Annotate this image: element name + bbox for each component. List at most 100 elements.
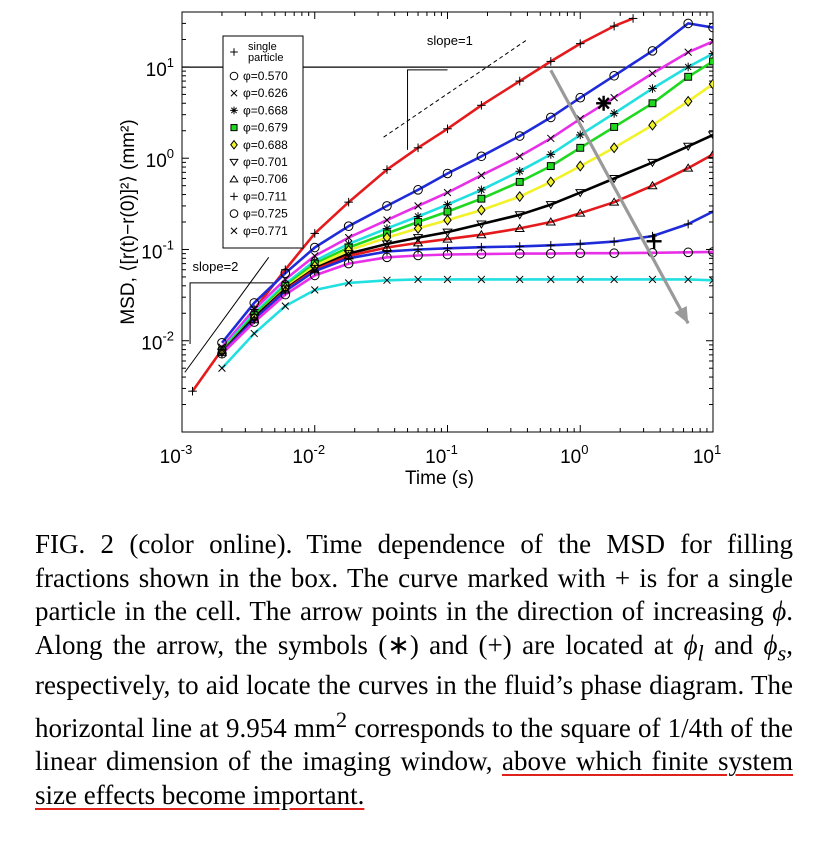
data-point-p — [609, 142, 619, 154]
data-point — [609, 21, 619, 31]
x-axis-label: Time (s) — [405, 468, 474, 489]
data-point — [576, 275, 585, 284]
data-point-d2 — [648, 69, 657, 78]
data-point — [476, 220, 487, 229]
data-point-d1 — [709, 276, 713, 281]
data-point-d2 — [515, 152, 524, 161]
legend-box — [222, 35, 304, 249]
y-tick-label: 101 — [146, 55, 174, 81]
data-point-c — [249, 317, 260, 327]
data-point-p — [545, 217, 557, 226]
x-tick-label-exp: -3 — [181, 442, 193, 457]
data-point-p — [575, 160, 585, 172]
legend-label: particle — [248, 52, 283, 64]
data-point-c — [575, 248, 586, 259]
data-point — [250, 329, 259, 338]
data-point-c — [413, 185, 423, 195]
data-point — [708, 49, 713, 58]
phase-marker-0 — [596, 95, 612, 111]
x-tick-label-text: 100 — [560, 442, 588, 468]
data-point — [280, 268, 291, 278]
caption-text-4: , respectively, to aid locate the curves… — [35, 629, 794, 743]
data-point — [575, 92, 586, 103]
data-point — [575, 39, 585, 48]
data-point — [443, 188, 452, 197]
data-point — [442, 168, 453, 179]
phi-arrow-shaft — [549, 69, 690, 325]
data-point-r — [546, 162, 555, 171]
data-point-p — [575, 189, 586, 198]
data-point — [514, 131, 525, 141]
data-point-d2 — [443, 275, 452, 284]
series-line-4 — [221, 60, 713, 352]
data-point — [442, 234, 453, 243]
data-point-c — [514, 131, 525, 141]
y-tick-label: 10-2 — [141, 329, 174, 355]
data-point — [515, 177, 524, 186]
data-point — [648, 231, 657, 241]
data-point — [413, 143, 423, 153]
data-point — [249, 298, 260, 308]
data-point — [684, 275, 692, 284]
data-point — [648, 84, 657, 93]
y-tick-label: 10-1 — [141, 237, 174, 263]
y-tick-label-base: 10 — [141, 242, 162, 263]
x-tick-label-text: 10-3 — [160, 442, 193, 468]
data-point-c — [343, 221, 354, 231]
caption-phi: ϕ — [772, 596, 787, 626]
legend-marker-p — [229, 174, 239, 183]
legend-marker — [229, 158, 239, 167]
data-point — [708, 22, 713, 33]
data-point — [413, 245, 423, 254]
data-point — [218, 364, 226, 373]
data-point — [546, 241, 556, 250]
x-tick-label-exp: -1 — [446, 442, 458, 457]
data-point — [383, 216, 391, 224]
data-point — [343, 258, 354, 269]
data-point-c — [343, 258, 354, 269]
data-point-p — [545, 201, 557, 210]
data-point — [609, 248, 619, 259]
data-point — [648, 119, 657, 131]
data-point-d2 — [414, 202, 422, 210]
data-point — [343, 250, 354, 259]
data-point-d2 — [610, 93, 618, 102]
data-point — [709, 37, 713, 46]
data-point-d1 — [709, 50, 713, 55]
data-point — [515, 191, 525, 203]
data-point-d2 — [250, 329, 259, 338]
data-point — [709, 57, 713, 66]
data-point — [443, 207, 452, 216]
data-point-d2 — [218, 364, 226, 373]
data-point — [476, 249, 487, 259]
data-point — [514, 248, 525, 259]
data-point-p — [608, 174, 620, 184]
data-point — [477, 194, 486, 203]
figure-caption: FIG. 2 (color online). Time dependence of… — [35, 528, 793, 812]
data-point-c — [476, 151, 487, 162]
data-point — [414, 275, 422, 284]
data-point-d2 — [414, 275, 422, 284]
data-point-d2 — [344, 279, 353, 287]
legend-marker — [230, 192, 238, 201]
data-point — [708, 207, 713, 216]
data-point-c — [476, 249, 487, 259]
phase-marker-d2 — [597, 97, 610, 110]
data-point-p — [442, 234, 453, 243]
data-point — [545, 201, 557, 210]
legend-marker — [229, 209, 239, 218]
series-markers-1 — [217, 18, 713, 348]
data-point — [477, 100, 486, 110]
data-point — [628, 14, 638, 23]
data-point — [310, 229, 320, 238]
data-point — [575, 130, 585, 140]
data-point-d2 — [610, 275, 618, 284]
legend-marker — [230, 227, 238, 235]
data-point — [547, 275, 555, 284]
data-point — [309, 270, 320, 281]
data-point — [281, 302, 290, 310]
data-point-p — [707, 131, 713, 140]
y-tick-label: 100 — [146, 146, 174, 172]
data-point-p — [682, 142, 694, 152]
y-tick-label-text: 10-2 — [141, 329, 174, 355]
